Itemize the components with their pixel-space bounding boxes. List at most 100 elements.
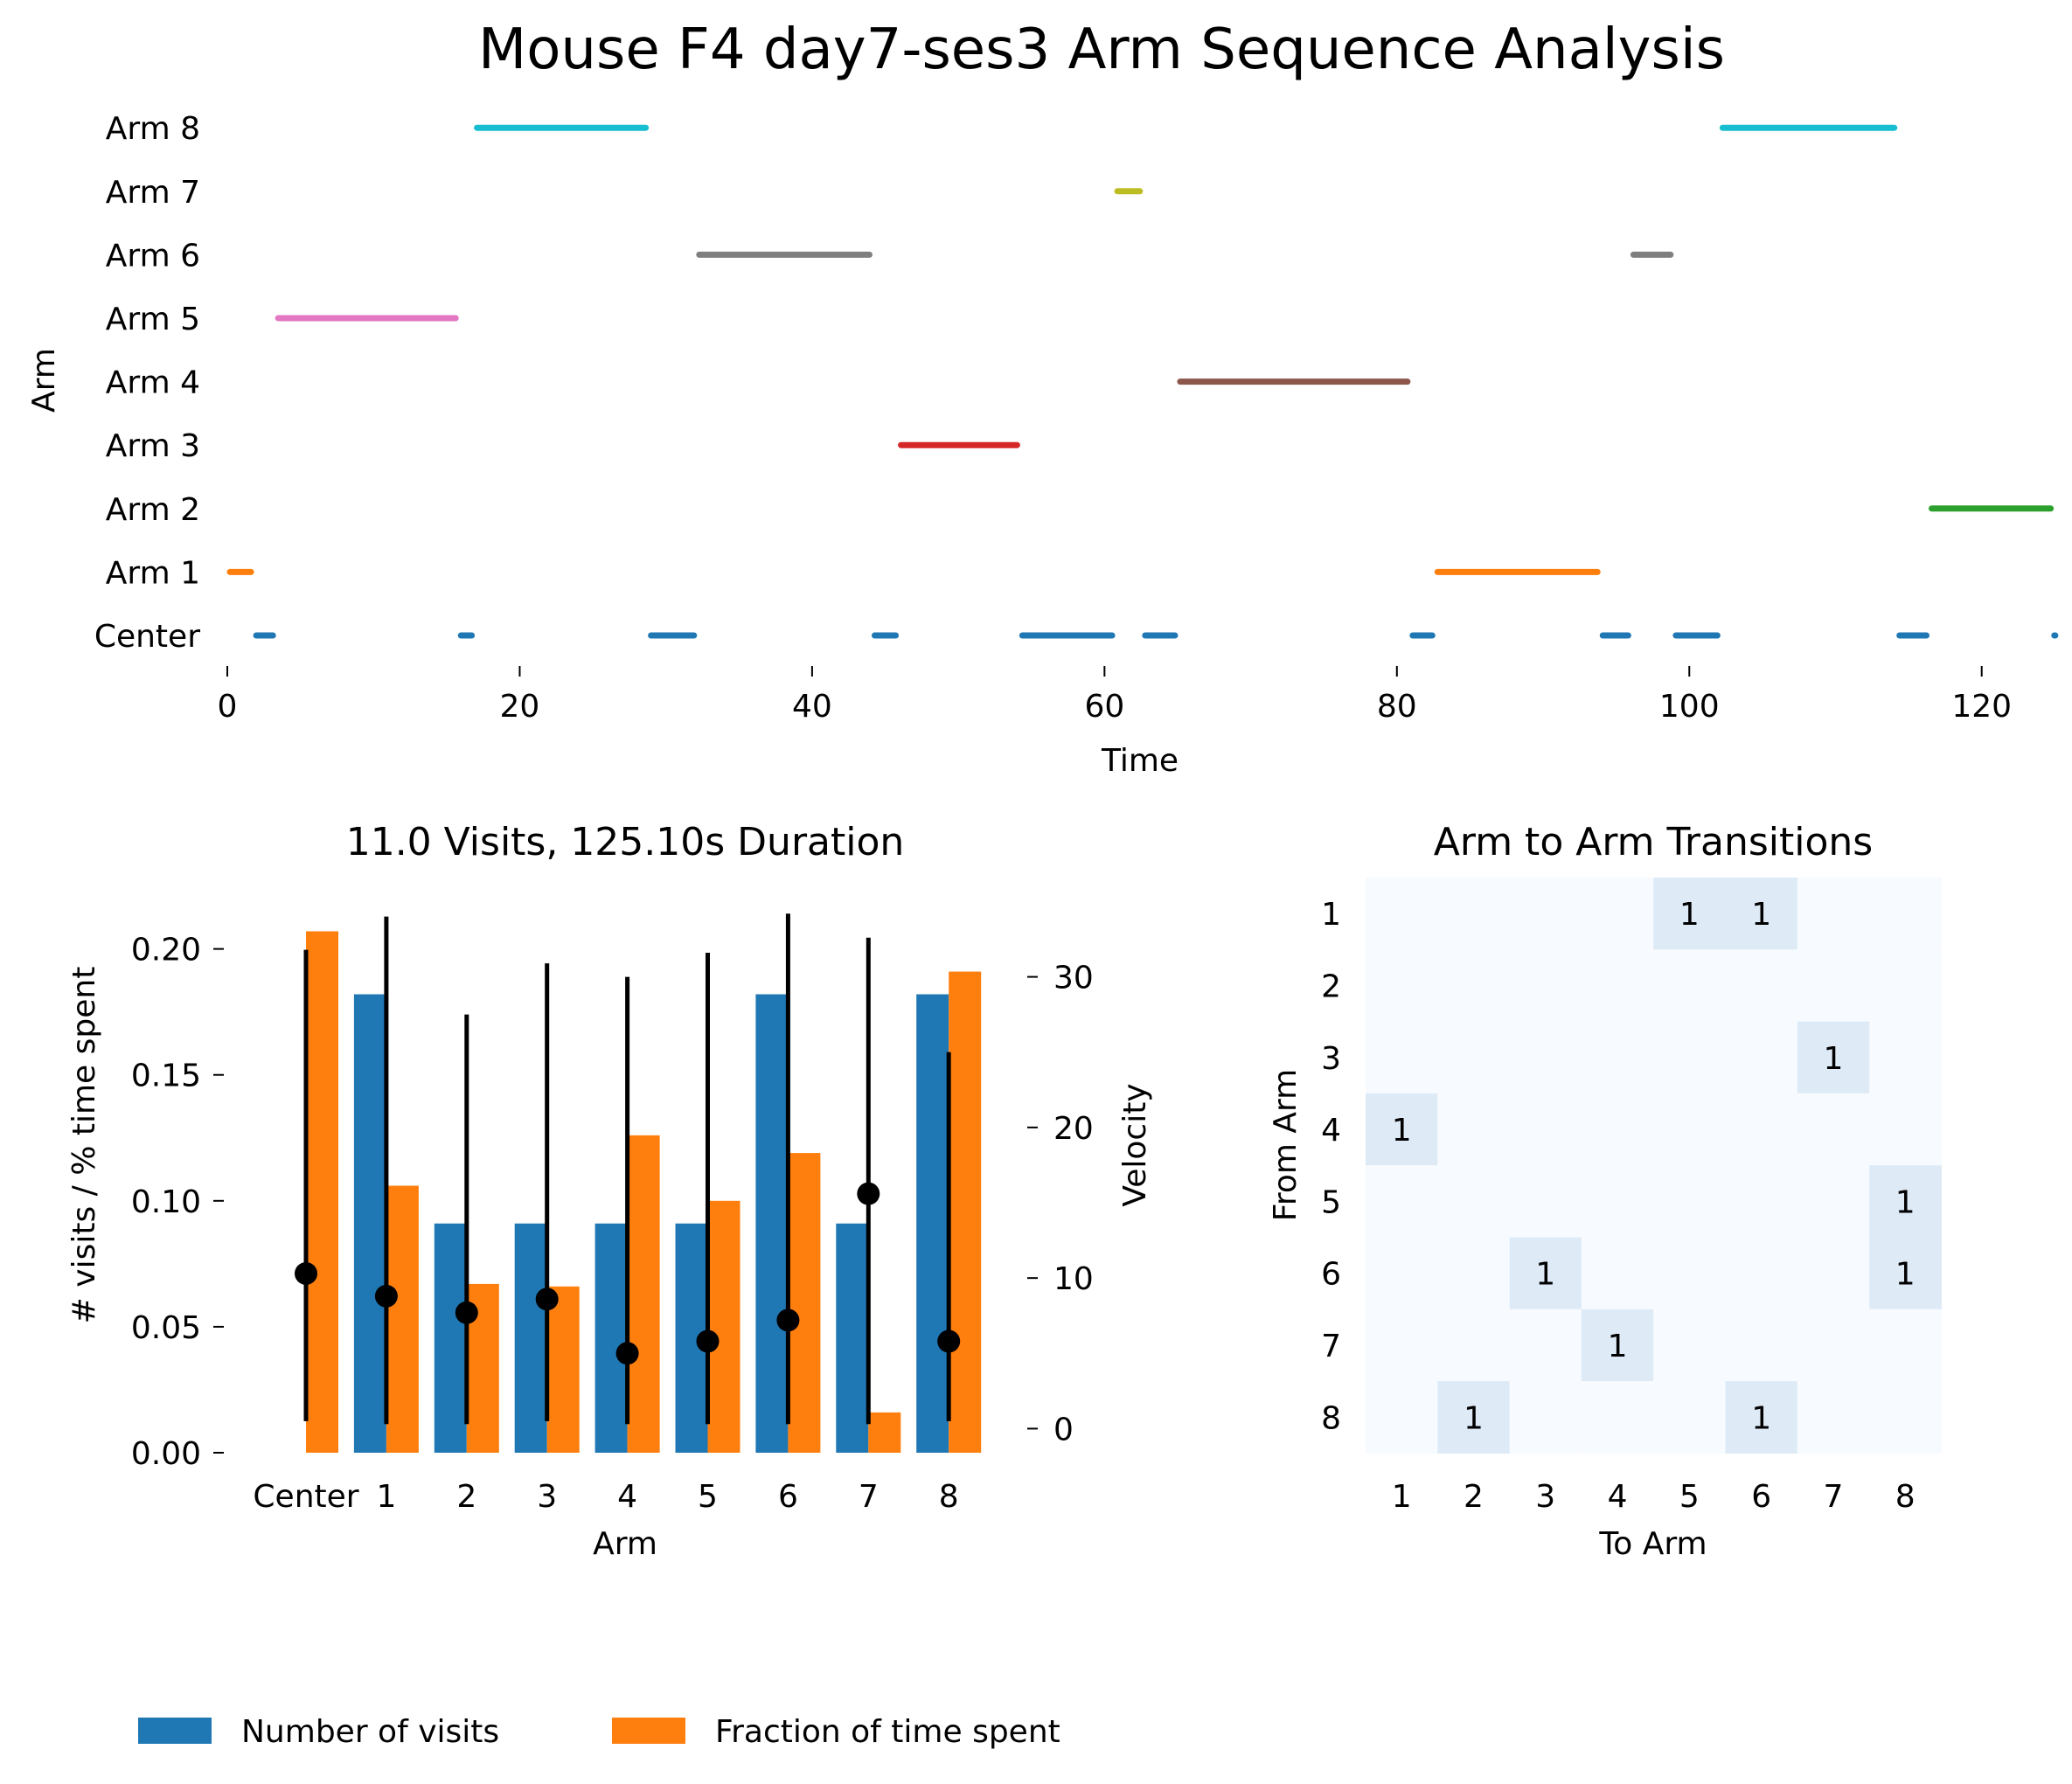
heatmap-cell-value: 1	[1751, 897, 1771, 933]
heatmap-xtick: 6	[1751, 1479, 1771, 1515]
bar-xtick: 2	[456, 1479, 476, 1515]
bar-chart-ylabel: # visits / % time spent	[66, 967, 102, 1324]
heatmap-cell	[1869, 949, 1942, 1023]
heatmap-cell	[1725, 1093, 1798, 1166]
bar-time-spent	[306, 931, 338, 1453]
bar-chart: 11.0 Visits, 125.10s Duration 0.000.050.…	[66, 820, 1153, 1562]
timeline-ytick: Arm 2	[106, 492, 200, 528]
legend-swatch-visits	[138, 1718, 212, 1744]
bar-ytick: 0.10	[131, 1184, 201, 1220]
heatmap-xtick: 1	[1392, 1479, 1412, 1515]
timeline-xtick: 60	[1084, 689, 1124, 725]
heatmap-xlabel: To Arm	[1598, 1526, 1707, 1562]
bar-y2tick: 0	[1053, 1412, 1074, 1447]
figure-title: Mouse F4 day7-ses3 Arm Sequence Analysis	[478, 17, 1725, 82]
bar-visits	[755, 994, 789, 1453]
bar-time-spent	[386, 1185, 419, 1453]
heatmap-ytick: 1	[1321, 897, 1341, 933]
bar-xtick: 5	[698, 1479, 718, 1515]
timeline-ytick: Arm 6	[106, 238, 200, 274]
bar-ytick: 0.20	[131, 933, 201, 968]
heatmap-cell	[1869, 1237, 1942, 1310]
heatmap-cell	[1366, 1308, 1438, 1382]
heatmap-cell	[1509, 878, 1582, 950]
legend-label-visits: Number of visits	[241, 1714, 499, 1750]
heatmap-cell	[1437, 1093, 1511, 1166]
timeline-xlabel: Time	[1101, 743, 1179, 779]
timeline-ytick: Arm 1	[106, 555, 200, 591]
heatmap-cell	[1437, 1308, 1511, 1382]
heatmap-cell	[1581, 1165, 1654, 1239]
heatmap-cell	[1797, 1237, 1870, 1310]
timeline-ytick: Center	[94, 619, 200, 655]
heatmap-cell	[1725, 1021, 1798, 1094]
heatmap-cell	[1797, 1165, 1870, 1239]
heatmap-cell	[1581, 949, 1654, 1023]
heatmap-cell-value: 1	[1751, 1400, 1771, 1436]
timeline-ytick: Arm 3	[106, 428, 200, 464]
timeline-xtick: 20	[500, 689, 540, 725]
heatmap-cell	[1653, 878, 1727, 950]
heatmap-xtick: 3	[1535, 1479, 1555, 1515]
bar-chart-y2label: Velocity	[1117, 1083, 1153, 1206]
heatmap-cell	[1581, 1093, 1654, 1166]
legend: Number of visits Fraction of time spent	[138, 1714, 1060, 1750]
heatmap-cell	[1797, 1021, 1870, 1094]
bar-visits	[353, 994, 386, 1453]
timeline-xtick: 80	[1377, 689, 1417, 725]
heatmap-ytick: 2	[1321, 968, 1341, 1004]
heatmap-cell	[1797, 1093, 1870, 1166]
heatmap-cell	[1797, 1308, 1870, 1382]
timeline-xtick: 0	[218, 689, 238, 725]
heatmap-ytick: 8	[1321, 1400, 1341, 1436]
bar-ytick: 0.00	[131, 1436, 201, 1472]
velocity-point	[615, 1342, 639, 1365]
timeline-segments	[226, 124, 2059, 639]
heatmap-cell	[1366, 878, 1438, 950]
heatmap-xtick: 7	[1823, 1479, 1843, 1515]
heatmap-cell	[1653, 1308, 1727, 1382]
heatmap-cell	[1366, 1165, 1438, 1239]
heatmap-cell	[1437, 1021, 1511, 1094]
heatmap-xtick: 8	[1895, 1479, 1916, 1515]
heatmap-cell	[1869, 1308, 1942, 1382]
velocity-point	[857, 1182, 880, 1205]
bar-xtick: 1	[376, 1479, 396, 1515]
bar-y2tick: 20	[1053, 1111, 1094, 1147]
heatmap-cell	[1581, 1381, 1654, 1454]
heatmap-cell-value: 1	[1823, 1041, 1843, 1077]
heatmap-cell-value: 1	[1895, 1257, 1916, 1293]
heatmap-ytick: 7	[1321, 1329, 1341, 1364]
velocity-point	[374, 1284, 398, 1308]
heatmap-cell	[1653, 1093, 1727, 1166]
bar-y2tick: 10	[1053, 1261, 1094, 1297]
timeline-ytick: Arm 8	[106, 111, 200, 147]
bar-visits	[916, 994, 949, 1453]
heatmap-cell	[1869, 1021, 1942, 1094]
bar-time-spent	[868, 1412, 901, 1453]
heatmap-xtick: 4	[1608, 1479, 1628, 1515]
heatmap-cell	[1653, 1165, 1727, 1239]
heatmap-cell	[1581, 1308, 1654, 1382]
heatmap-cell	[1797, 1381, 1870, 1454]
heatmap-cell	[1509, 1237, 1582, 1310]
bar-visits	[594, 1223, 628, 1453]
heatmap-xtick: 5	[1679, 1479, 1700, 1515]
heatmap-cell	[1509, 1021, 1582, 1094]
heatmap-ytick: 4	[1321, 1113, 1341, 1149]
heatmap-cell	[1366, 1381, 1438, 1454]
heatmap-cell	[1869, 878, 1942, 950]
heatmap-cell	[1797, 949, 1870, 1023]
heatmap-cell	[1653, 1381, 1727, 1454]
heatmap-cell	[1725, 878, 1798, 950]
heatmap-cell-value: 1	[1679, 897, 1700, 933]
heatmap-cell	[1509, 1165, 1582, 1239]
heatmap-cell	[1653, 1237, 1727, 1310]
heatmap-cell	[1437, 1237, 1511, 1310]
heatmap-cell	[1581, 1237, 1654, 1310]
heatmap-cell-value: 1	[1464, 1400, 1484, 1436]
heatmap-cell	[1725, 1237, 1798, 1310]
bar-visits	[836, 1223, 869, 1453]
heatmap-cell	[1437, 949, 1511, 1023]
heatmap-cell	[1869, 1381, 1942, 1454]
